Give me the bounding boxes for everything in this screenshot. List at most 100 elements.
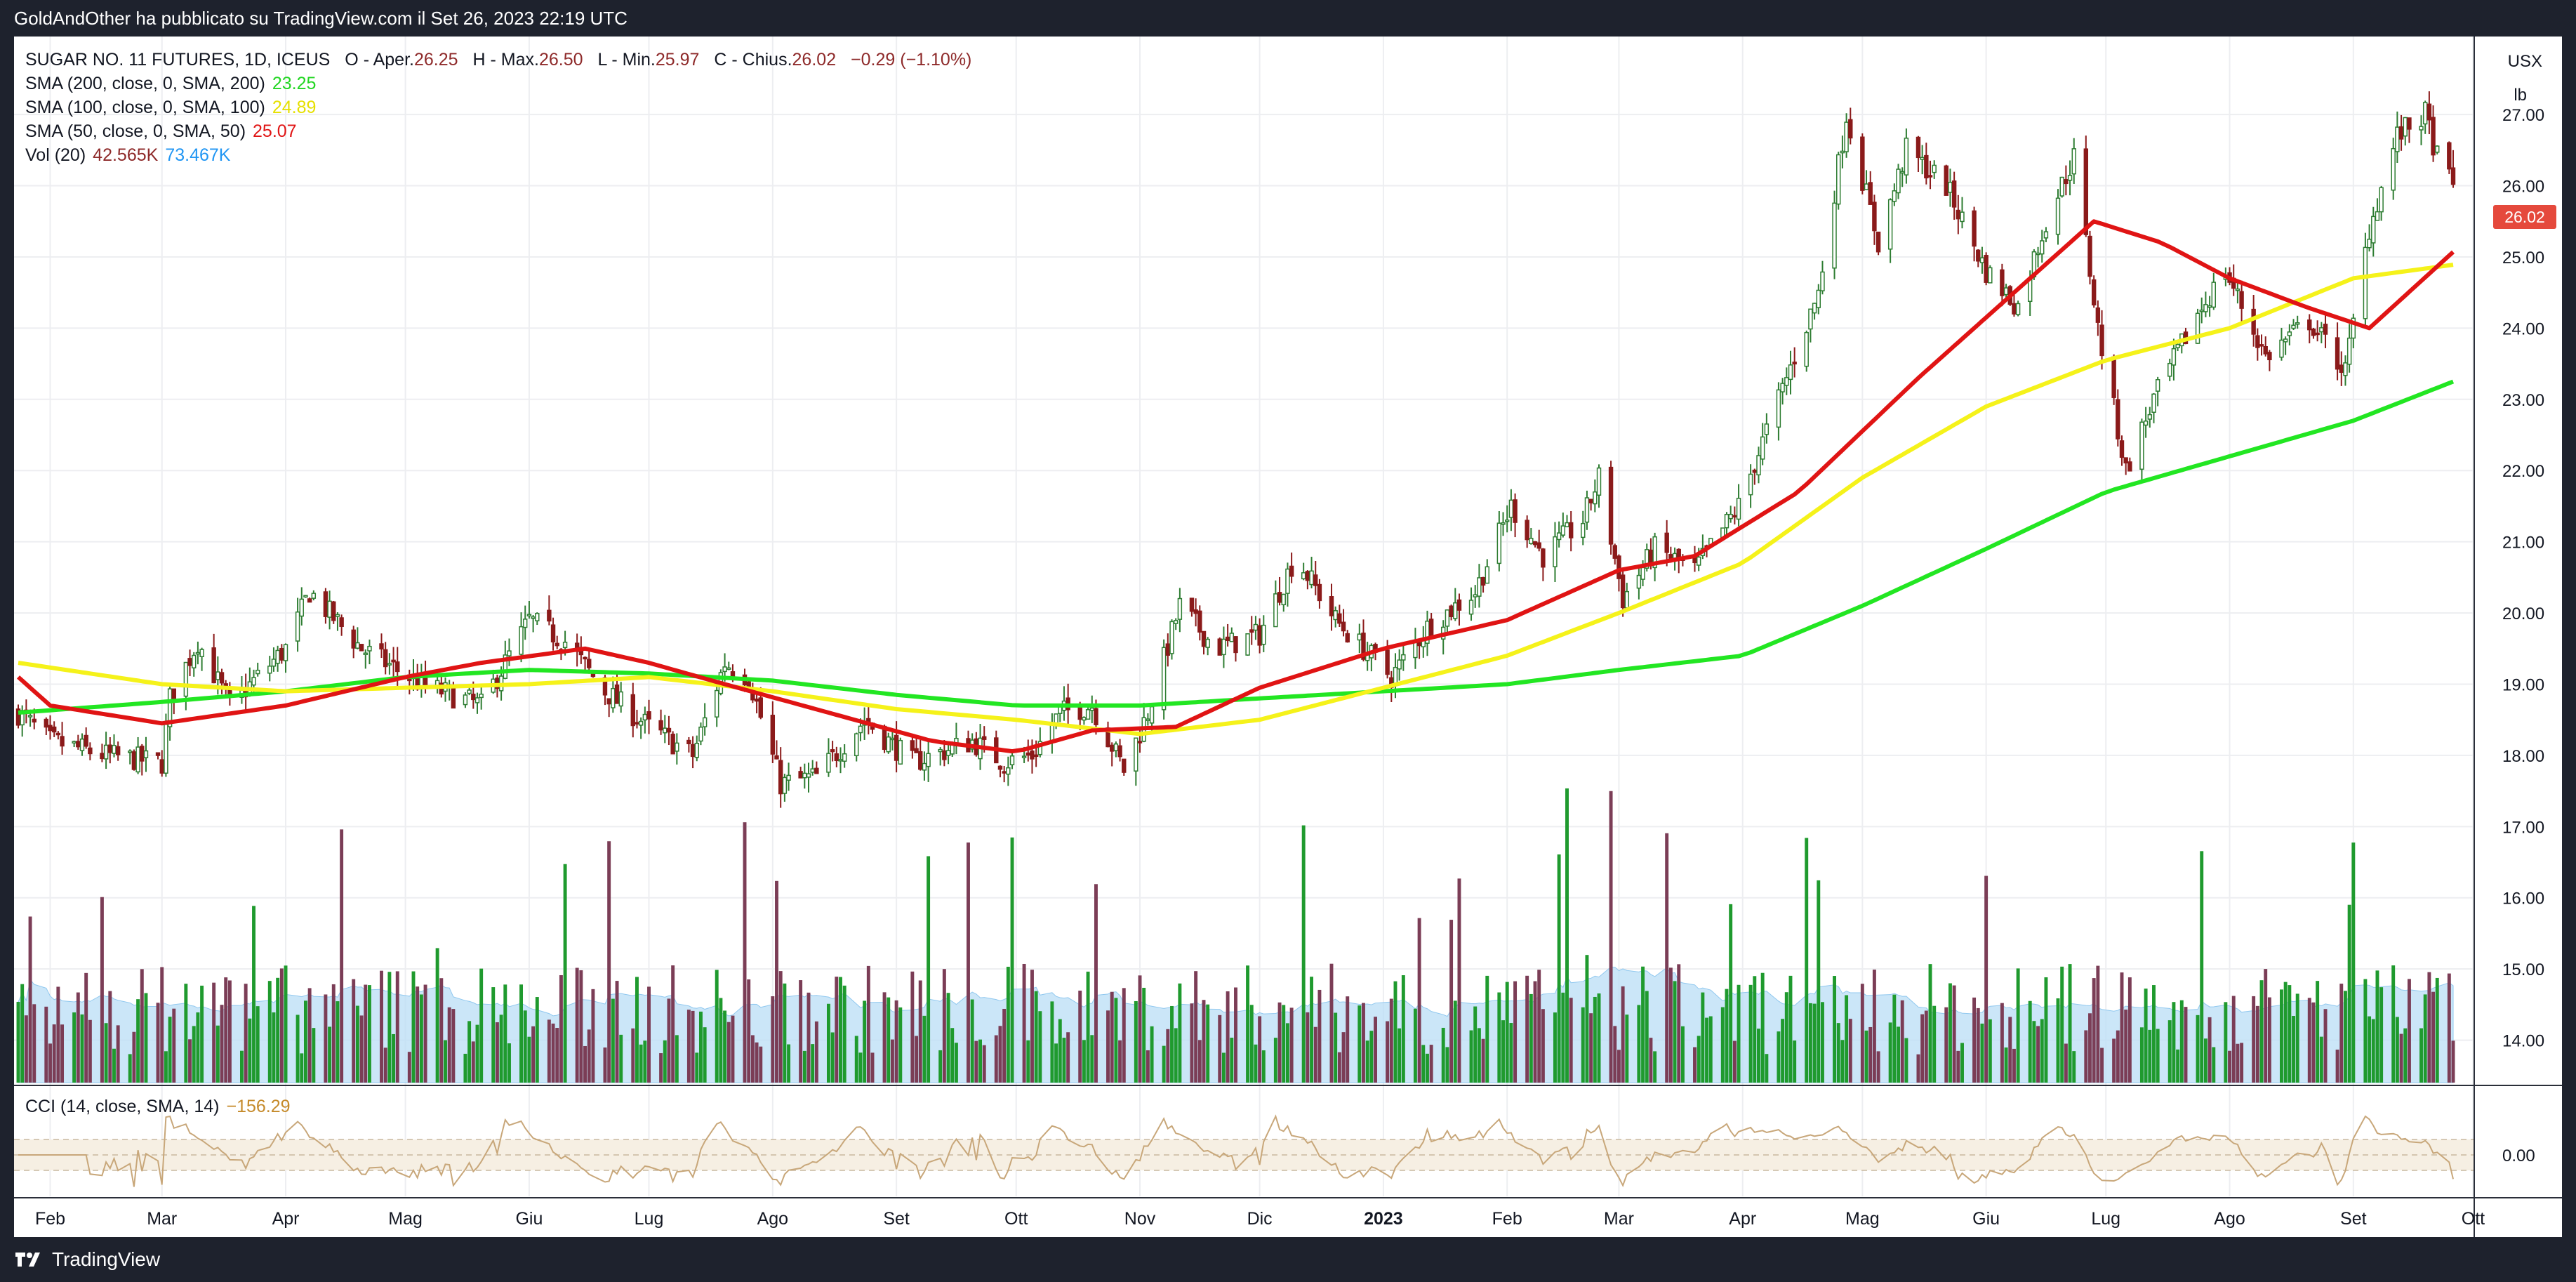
volume-bar — [1226, 991, 1230, 1083]
sma50-line — [16, 219, 2455, 754]
volume-bar — [1705, 1017, 1709, 1083]
volume-bar — [212, 982, 216, 1083]
candle-body — [140, 746, 145, 762]
candle-body — [2043, 231, 2049, 239]
candle-body — [587, 659, 592, 668]
candle-body — [159, 759, 164, 774]
volume-bar — [1445, 1047, 1449, 1083]
candle-body — [1513, 499, 1518, 523]
candle-body — [2012, 303, 2017, 315]
candle-body — [2379, 187, 2384, 213]
y-tick-label: 27.00 — [2502, 106, 2544, 125]
volume-bar — [698, 1011, 703, 1083]
volume-bar — [499, 1015, 503, 1083]
volume-bar — [364, 984, 368, 1083]
volume-bar — [1449, 920, 1454, 1083]
candle-body — [1077, 706, 1082, 720]
candle-body — [1956, 209, 1961, 220]
volume-bar — [1413, 1008, 1417, 1083]
candle-body — [758, 697, 763, 718]
candle-body — [730, 671, 736, 677]
volume-bar — [703, 1027, 707, 1083]
volume-bar — [307, 988, 312, 1083]
volume-bar — [240, 1050, 244, 1083]
candle-body — [1468, 600, 1474, 615]
chart-panel[interactable]: 14.00 15.00 16.00 17.00 18.00 19.00 20.00 21.00… — [14, 37, 2562, 1237]
volume-bar — [2295, 993, 2299, 1083]
candle-body — [714, 689, 719, 718]
candle-body — [1397, 659, 1402, 670]
volume-bar — [1616, 1050, 1621, 1083]
candle-body — [1932, 164, 1937, 173]
candle-body — [1221, 638, 1226, 656]
candle-body — [922, 762, 927, 771]
volume-bar — [671, 965, 675, 1083]
candle-body — [2279, 339, 2284, 358]
candle-body — [2450, 167, 2456, 185]
candle-body — [2255, 335, 2260, 348]
volume-bar — [2255, 1005, 2259, 1083]
candle-body — [2095, 307, 2101, 323]
volume-bar — [407, 1052, 411, 1083]
volume-bar — [1334, 1012, 1338, 1083]
candle-body — [1844, 121, 1849, 152]
volume-bar — [743, 822, 747, 1083]
volume-bar — [128, 1054, 132, 1083]
candle-body — [1808, 308, 1813, 330]
candle-body — [2343, 362, 2348, 376]
volume-bar — [982, 1045, 986, 1083]
volume-bar — [1732, 1040, 1737, 1083]
candle-body — [355, 642, 360, 649]
volume-bar — [1541, 1009, 1545, 1083]
candle-body — [690, 744, 696, 758]
volume-bar — [1346, 996, 1350, 1083]
candle-body — [2099, 324, 2104, 357]
volume-bar — [1565, 788, 1569, 1083]
volume-bar — [814, 1021, 818, 1083]
volume-bar — [1673, 981, 1677, 1083]
volume-bar — [387, 972, 392, 1083]
candle-body — [635, 722, 639, 725]
x-tick-label: Ott — [2462, 1209, 2485, 1229]
volume-bar — [1138, 975, 1142, 1083]
volume-bar — [1401, 975, 1405, 1083]
candle-body — [2083, 148, 2089, 235]
volume-bar — [1374, 1017, 1378, 1083]
candle-body — [1875, 231, 1881, 253]
volume-bar — [2224, 1002, 2228, 1083]
candle-body — [1281, 593, 1286, 606]
volume-bar — [84, 972, 88, 1083]
volume-bar — [2419, 1028, 2423, 1083]
candle-body — [267, 666, 272, 674]
candle-body — [474, 697, 480, 703]
candle-body — [630, 694, 635, 727]
candle-body — [997, 765, 1003, 770]
candle-body — [1305, 571, 1310, 581]
candle-body — [1616, 555, 1621, 579]
volume-bar — [1282, 1005, 1286, 1083]
candle-body — [1780, 383, 1785, 392]
volume-bar — [1777, 1031, 1781, 1083]
candle-body — [1976, 249, 1981, 262]
volume-bar — [1194, 971, 1198, 1083]
candle-body — [1449, 605, 1454, 617]
volume-bar — [272, 1012, 276, 1083]
price-chart[interactable]: 14.00 15.00 16.00 17.00 18.00 19.00 20.00 21.00… — [14, 37, 2562, 1237]
volume-bar — [2323, 1009, 2328, 1083]
volume-bar — [663, 1040, 667, 1083]
volume-bar — [435, 948, 439, 1083]
volume-bar — [927, 856, 931, 1083]
volume-bar — [2431, 991, 2436, 1083]
x-tick-label: Ago — [2214, 1209, 2245, 1229]
candle-body — [810, 768, 815, 773]
volume-bar — [2156, 1029, 2160, 1083]
volume-bar — [2012, 1048, 2016, 1083]
x-tick-label: Lug — [635, 1209, 664, 1229]
volume-bar — [1289, 1007, 1294, 1083]
volume-bar — [1984, 875, 1989, 1083]
volume-bar — [806, 992, 811, 1083]
volume-bar — [2056, 998, 2060, 1083]
volume-bar — [2351, 842, 2356, 1083]
volume-bar — [755, 1042, 759, 1083]
volume-bar — [2451, 1040, 2455, 1083]
